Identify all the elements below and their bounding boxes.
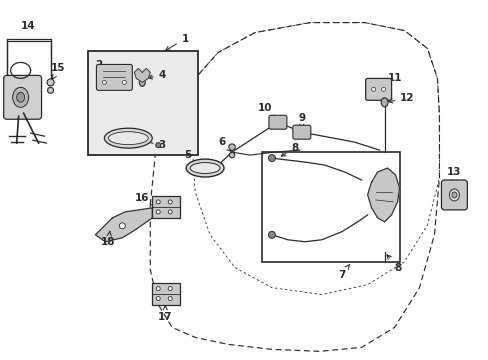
Ellipse shape xyxy=(268,231,275,238)
Ellipse shape xyxy=(168,200,172,204)
Ellipse shape xyxy=(156,200,160,204)
Text: 15: 15 xyxy=(51,63,66,79)
Bar xyxy=(152,283,180,305)
Ellipse shape xyxy=(168,210,172,214)
Ellipse shape xyxy=(47,87,53,93)
Text: 4: 4 xyxy=(148,71,165,80)
Ellipse shape xyxy=(451,192,456,198)
Ellipse shape xyxy=(228,144,235,150)
Ellipse shape xyxy=(139,78,145,86)
Text: 3: 3 xyxy=(132,138,165,150)
Ellipse shape xyxy=(156,143,161,148)
Text: 8: 8 xyxy=(281,143,298,156)
Text: 7: 7 xyxy=(337,265,349,280)
Ellipse shape xyxy=(190,163,220,174)
FancyBboxPatch shape xyxy=(292,125,310,139)
Polygon shape xyxy=(134,68,150,82)
Ellipse shape xyxy=(371,87,375,91)
Text: 9: 9 xyxy=(298,113,305,129)
Ellipse shape xyxy=(448,189,458,201)
FancyBboxPatch shape xyxy=(96,64,132,90)
Text: 14: 14 xyxy=(21,21,36,31)
Ellipse shape xyxy=(186,159,224,177)
Text: 2: 2 xyxy=(95,60,107,76)
Text: 13: 13 xyxy=(446,167,461,184)
Text: 17: 17 xyxy=(158,306,172,323)
Text: 11: 11 xyxy=(382,73,401,89)
Polygon shape xyxy=(367,168,399,222)
Ellipse shape xyxy=(156,287,160,291)
Ellipse shape xyxy=(119,223,125,229)
Text: 16: 16 xyxy=(135,193,155,205)
Ellipse shape xyxy=(102,80,106,84)
Ellipse shape xyxy=(156,210,160,214)
FancyBboxPatch shape xyxy=(441,180,467,210)
Text: 12: 12 xyxy=(387,93,414,103)
Text: 5: 5 xyxy=(184,150,202,166)
Ellipse shape xyxy=(168,297,172,301)
Ellipse shape xyxy=(156,297,160,301)
Ellipse shape xyxy=(229,152,234,158)
Text: 8: 8 xyxy=(386,255,400,273)
Text: 6: 6 xyxy=(218,137,231,151)
Bar xyxy=(152,196,180,218)
Ellipse shape xyxy=(122,80,126,84)
Ellipse shape xyxy=(108,132,148,145)
Ellipse shape xyxy=(168,287,172,291)
Ellipse shape xyxy=(17,92,24,102)
FancyBboxPatch shape xyxy=(4,75,41,119)
Ellipse shape xyxy=(47,79,54,86)
Bar xyxy=(88,50,198,155)
Text: 10: 10 xyxy=(257,103,275,119)
Text: 1: 1 xyxy=(165,33,188,50)
FancyBboxPatch shape xyxy=(268,115,286,129)
Ellipse shape xyxy=(104,128,152,148)
Polygon shape xyxy=(95,208,152,242)
Text: 18: 18 xyxy=(101,231,115,247)
FancyBboxPatch shape xyxy=(365,78,391,100)
Ellipse shape xyxy=(268,154,275,162)
Ellipse shape xyxy=(380,98,387,107)
Ellipse shape xyxy=(13,87,29,107)
Bar xyxy=(262,152,399,262)
Ellipse shape xyxy=(381,87,385,91)
